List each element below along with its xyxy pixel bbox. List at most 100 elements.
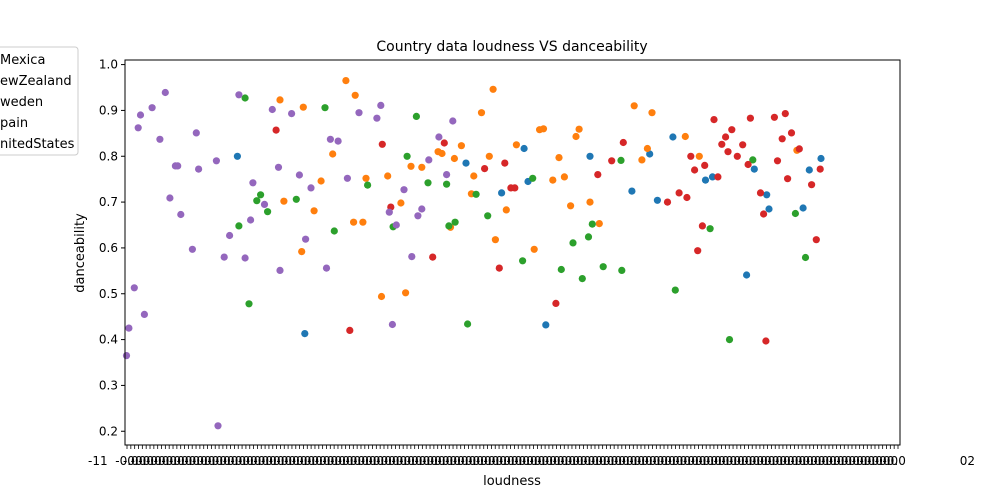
data-point: [706, 225, 714, 233]
x-tick-label: -0.0: [867, 454, 890, 468]
data-point: [619, 138, 627, 147]
y-tick-label: 0.8: [99, 149, 118, 163]
legend-box: [0, 46, 79, 156]
x-tick-label: -0.0: [322, 454, 345, 468]
x-tick-label: -0.0: [437, 454, 460, 468]
data-point: [578, 275, 586, 283]
x-tick-label: -0.0: [253, 454, 276, 468]
data-point: [773, 157, 782, 165]
data-point: [307, 184, 315, 192]
x-tick-label: -0.0: [882, 454, 905, 468]
x-tick-label-first: -11: [88, 454, 108, 468]
data-point: [691, 166, 699, 174]
x-tick-label: -0.0: [315, 454, 338, 468]
data-point: [618, 266, 626, 274]
data-point: [481, 165, 489, 173]
legend: Mexica ewZealand weden pain nitedStates: [0, 46, 79, 156]
data-point: [501, 159, 509, 167]
data-point: [724, 148, 732, 156]
data-point: [226, 231, 234, 240]
x-tick-label: -0.0: [568, 454, 591, 468]
y-tick-label: 0.3: [99, 378, 118, 392]
data-point: [392, 221, 400, 229]
data-point: [220, 253, 228, 261]
x-tick-label: -0.0: [376, 454, 399, 468]
data-point: [750, 165, 758, 173]
data-point: [301, 330, 309, 338]
data-point: [438, 149, 446, 158]
data-point: [418, 163, 426, 171]
data-point: [214, 422, 222, 430]
data-point: [260, 200, 269, 208]
data-point: [530, 245, 538, 253]
data-point: [808, 181, 816, 189]
x-tick-label: -0.0: [821, 454, 844, 468]
x-tick-label: -0.0: [461, 454, 484, 468]
data-point: [326, 135, 334, 143]
data-point: [188, 245, 196, 253]
data-point: [638, 156, 646, 164]
data-point: [584, 233, 593, 241]
data-point: [440, 139, 448, 147]
data-point: [646, 150, 654, 158]
data-point: [451, 218, 459, 226]
x-tick-label: -0.0: [207, 454, 230, 468]
data-point: [498, 189, 506, 197]
data-point: [177, 210, 185, 219]
data-point: [569, 239, 577, 247]
data-point: [402, 289, 410, 297]
x-tick-label: -0.0: [276, 454, 299, 468]
x-tick-label: -0.0: [775, 454, 798, 468]
data-point: [350, 218, 358, 226]
data-point: [560, 173, 569, 181]
data-point: [134, 124, 142, 132]
x-tick-label: -0.0: [361, 454, 384, 468]
data-point: [457, 142, 465, 150]
data-point: [125, 324, 133, 332]
data-point: [694, 247, 702, 255]
x-tick-label: -0.0: [345, 454, 368, 468]
x-tick-label: -0.0: [261, 454, 284, 468]
x-tick-label: -0.0: [499, 454, 522, 468]
plot-frame: [124, 59, 901, 446]
data-point: [362, 174, 370, 182]
data-point: [288, 110, 296, 118]
x-tick-label: -0.0: [154, 454, 177, 468]
data-point: [247, 216, 255, 224]
data-point: [298, 248, 306, 256]
data-point: [671, 286, 679, 294]
y-tick-label: 0.7: [99, 195, 118, 209]
data-point: [140, 310, 148, 318]
data-point: [385, 208, 393, 216]
data-point: [762, 337, 770, 345]
x-tick-label: -0.0: [698, 454, 721, 468]
data-point: [594, 171, 602, 179]
data-point: [343, 174, 351, 182]
data-point: [192, 129, 200, 137]
data-point: [683, 193, 691, 202]
x-tick-label: -0.0: [675, 454, 698, 468]
x-tick-label: -0.0: [806, 454, 829, 468]
axes-layer: 0.20.30.40.50.60.70.80.91.0-0.0-0.0-0.0-…: [88, 58, 975, 468]
data-point: [718, 140, 726, 148]
data-point: [698, 222, 707, 230]
x-tick-label: -0.0: [852, 454, 875, 468]
data-point: [552, 299, 560, 307]
x-tick-label: -0.0: [476, 454, 499, 468]
data-point: [472, 190, 480, 198]
data-point: [539, 125, 548, 133]
data-point: [195, 165, 203, 173]
x-tick-label: -0.0: [192, 454, 215, 468]
x-tick-label: -0.0: [790, 454, 813, 468]
data-point: [801, 253, 810, 262]
data-point: [377, 101, 385, 109]
data-point: [557, 265, 565, 274]
data-point: [687, 152, 695, 160]
x-tick-label: -0.0: [445, 454, 468, 468]
data-point: [733, 152, 741, 160]
data-point: [708, 173, 717, 181]
data-point: [425, 156, 433, 164]
x-tick-label: -0.0: [591, 454, 614, 468]
data-point: [817, 154, 825, 163]
data-point: [299, 103, 307, 111]
